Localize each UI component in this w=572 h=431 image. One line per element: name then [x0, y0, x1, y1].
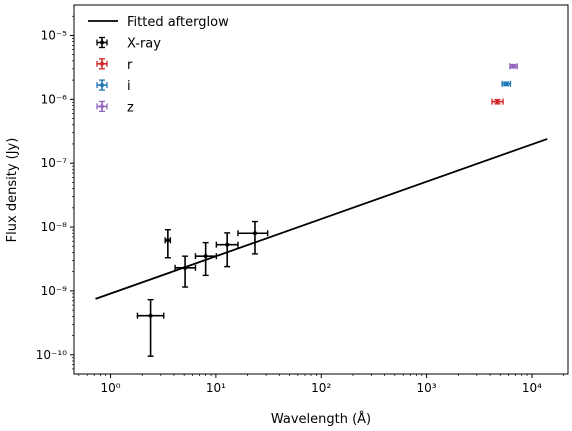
legend-label-i: i: [127, 79, 131, 94]
y-axis: 10⁻¹⁰ 10⁻⁹ 10⁻⁸ 10⁻⁷ 10⁻⁶ 10⁻⁵: [36, 15, 74, 370]
x-tick-label: 10⁴: [522, 381, 542, 395]
x-axis: 10⁰ 10¹ 10² 10³ 10⁴: [78, 374, 564, 395]
point-marker: [495, 99, 500, 104]
legend-label-r: r: [127, 58, 133, 73]
legend-marker-i: [100, 83, 104, 88]
data-point-z: [509, 63, 518, 70]
x-tick-label: 10⁰: [100, 381, 120, 395]
legend-marker-z: [100, 104, 104, 109]
legend-marker-r: [100, 61, 104, 66]
data-points: [136, 63, 518, 357]
point-marker: [165, 238, 170, 243]
legend: Fitted afterglow X-ray riz: [88, 15, 229, 115]
point-marker: [148, 313, 153, 318]
point-marker: [203, 254, 208, 259]
point-marker: [511, 64, 516, 69]
point-marker: [225, 242, 230, 247]
plot-frame: [73, 4, 569, 375]
fit-line-group: [95, 138, 548, 300]
data-point-x-ray: [174, 255, 197, 288]
point-marker: [183, 265, 188, 270]
data-point-x-ray: [215, 232, 239, 268]
y-axis-label: Flux density (Jy): [5, 138, 20, 243]
y-tick-label: 10⁻⁶: [41, 92, 68, 106]
y-tick-label: 10⁻⁷: [41, 156, 68, 170]
data-point-x-ray: [164, 228, 172, 259]
y-tick-label: 10⁻¹⁰: [36, 348, 67, 362]
y-tick-label: 10⁻⁵: [41, 28, 68, 42]
data-point-x-ray: [194, 241, 218, 277]
y-tick-label: 10⁻⁹: [41, 284, 68, 298]
data-point-x-ray: [136, 298, 165, 357]
y-tick-label: 10⁻⁸: [41, 220, 68, 234]
data-point-x-ray: [237, 220, 269, 255]
fit-line: [95, 138, 548, 300]
data-point-r: [491, 98, 504, 105]
data-point-i: [501, 80, 512, 87]
x-tick-label: 10¹: [206, 381, 226, 395]
legend-label-x-ray: X-ray: [127, 37, 161, 52]
x-tick-label: 10²: [311, 381, 331, 395]
point-marker: [504, 81, 509, 86]
legend-marker-x-ray: [100, 40, 104, 45]
legend-label-z: z: [127, 100, 134, 115]
x-tick-label: 10³: [417, 381, 437, 395]
x-axis-label: Wavelength (Å): [271, 411, 371, 427]
legend-label-fit: Fitted afterglow: [127, 15, 229, 30]
point-marker: [252, 231, 257, 236]
